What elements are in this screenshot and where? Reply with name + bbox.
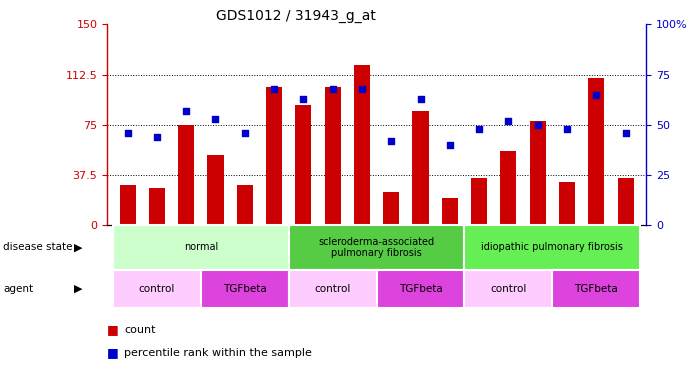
Text: TGFbeta: TGFbeta [574, 284, 618, 294]
Text: control: control [139, 284, 175, 294]
Bar [413, 111, 428, 225]
Text: count: count [124, 325, 156, 335]
Text: percentile rank within the sample: percentile rank within the sample [124, 348, 312, 357]
Bar [377, 270, 464, 308]
Text: ■: ■ [107, 324, 119, 336]
Text: scleroderma-associated
pulmonary fibrosis: scleroderma-associated pulmonary fibrosi… [319, 237, 435, 258]
Text: agent: agent [3, 284, 34, 294]
Point [298, 96, 309, 102]
Point [532, 122, 543, 128]
Text: idiopathic pulmonary fibrosis: idiopathic pulmonary fibrosis [482, 242, 623, 252]
Text: ▶: ▶ [74, 242, 82, 252]
Point [210, 116, 221, 122]
Point [473, 126, 484, 132]
Bar [325, 87, 341, 225]
Point [620, 130, 631, 136]
Bar [354, 64, 370, 225]
Text: TGFbeta: TGFbeta [399, 284, 442, 294]
Bar [295, 105, 312, 225]
Point [239, 130, 250, 136]
Point [269, 86, 280, 92]
Point [122, 130, 133, 136]
Bar [113, 270, 201, 308]
Bar [529, 121, 546, 225]
Point [444, 142, 455, 148]
Bar [464, 225, 641, 270]
Point [151, 134, 162, 140]
Bar [207, 156, 224, 225]
Point [591, 92, 602, 98]
Point [562, 126, 573, 132]
Bar [552, 270, 641, 308]
Bar [464, 270, 552, 308]
Bar [384, 192, 399, 225]
Bar [500, 152, 516, 225]
Bar [442, 198, 458, 225]
Point [180, 108, 191, 114]
Text: ▶: ▶ [74, 284, 82, 294]
Bar [120, 185, 135, 225]
Bar [588, 78, 605, 225]
Text: disease state: disease state [3, 242, 73, 252]
Bar [289, 270, 377, 308]
Title: GDS1012 / 31943_g_at: GDS1012 / 31943_g_at [216, 9, 376, 23]
Text: TGFbeta: TGFbeta [223, 284, 267, 294]
Bar [178, 125, 194, 225]
Bar [559, 182, 575, 225]
Point [327, 86, 338, 92]
Point [503, 118, 514, 124]
Bar [471, 178, 487, 225]
Bar [113, 225, 289, 270]
Bar [237, 185, 253, 225]
Point [415, 96, 426, 102]
Text: control: control [314, 284, 351, 294]
Text: normal: normal [184, 242, 218, 252]
Bar [289, 225, 464, 270]
Bar [201, 270, 289, 308]
Text: control: control [490, 284, 527, 294]
Bar [618, 178, 634, 225]
Point [386, 138, 397, 144]
Bar [266, 87, 282, 225]
Point [357, 86, 368, 92]
Text: ■: ■ [107, 346, 119, 359]
Bar [149, 188, 165, 225]
